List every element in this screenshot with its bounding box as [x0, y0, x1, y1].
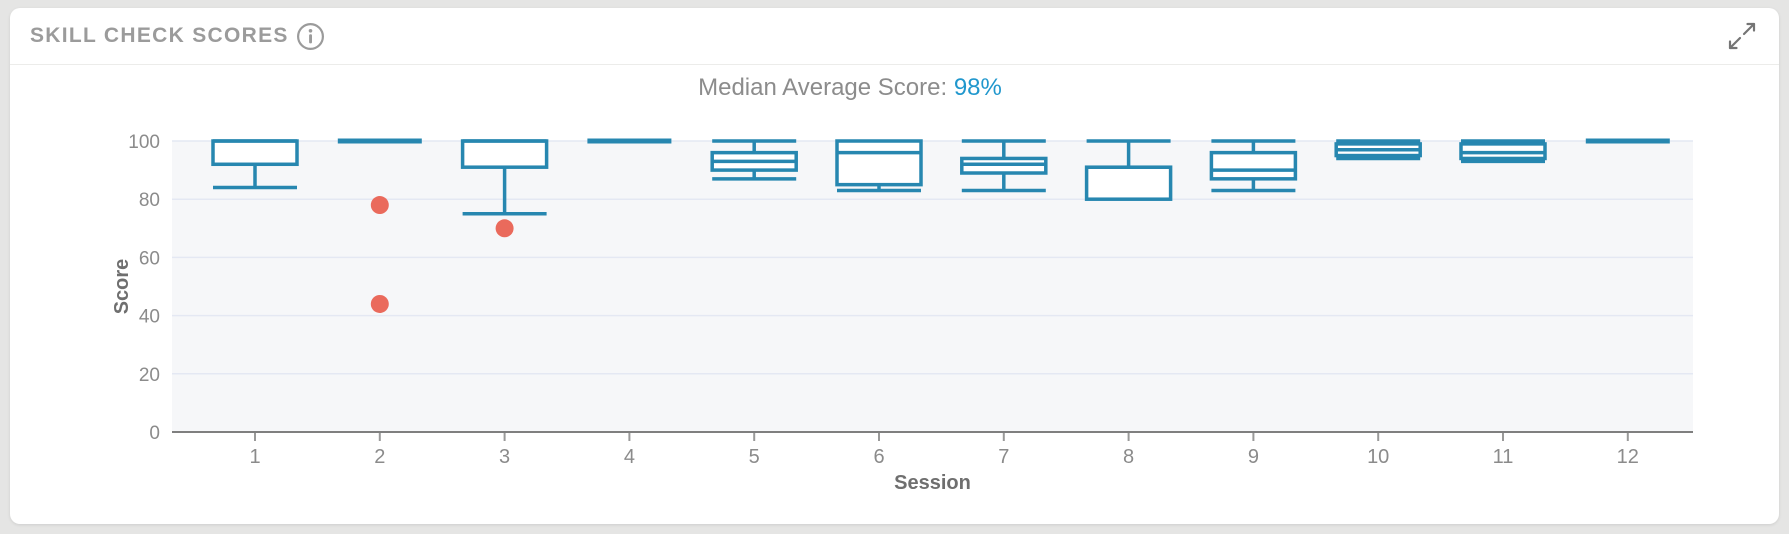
- card-header: SKILL CHECK SCORES: [10, 8, 1779, 65]
- box-plot-session-3[interactable]: [460, 139, 549, 216]
- box-plot-session-9[interactable]: [1209, 139, 1298, 193]
- box-rect: [835, 139, 923, 187]
- x-axis-title: Session: [894, 472, 971, 494]
- box-plot-session-6[interactable]: [835, 139, 923, 193]
- chart-subtitle: Median Average Score: 98%: [10, 74, 1690, 102]
- y-tick-label-100: 100: [128, 132, 160, 153]
- skill-check-scores-card: SKILL CHECK SCORES Median Average Score:…: [10, 8, 1779, 524]
- expand-icon[interactable]: [1727, 21, 1757, 51]
- card-title: SKILL CHECK SCORES: [30, 24, 289, 47]
- box-rect: [211, 139, 299, 167]
- y-tick-label-20: 20: [139, 365, 160, 386]
- x-tick-label-3: 3: [499, 446, 510, 468]
- x-tick-label-5: 5: [749, 446, 760, 468]
- x-tick-label-4: 4: [624, 446, 635, 468]
- box-rect: [1084, 165, 1173, 201]
- box-plot-session-5[interactable]: [710, 139, 798, 181]
- y-tick-label-40: 40: [139, 307, 160, 328]
- box-plot-session-7[interactable]: [960, 139, 1048, 193]
- box-rect: [460, 139, 549, 169]
- x-tick-label-12: 12: [1617, 446, 1639, 468]
- x-tick-label-7: 7: [998, 446, 1009, 468]
- x-tick-label-11: 11: [1493, 446, 1514, 468]
- outlier-point-session-2[interactable]: [370, 294, 389, 313]
- y-tick-label-80: 80: [139, 190, 160, 211]
- subtitle-label: Median Average Score:: [698, 74, 948, 101]
- x-tick-label-10: 10: [1367, 446, 1389, 468]
- y-tick-label-60: 60: [139, 248, 160, 269]
- x-tick-label-6: 6: [873, 446, 884, 468]
- x-tick-label-9: 9: [1248, 446, 1259, 468]
- box-plot-session-1[interactable]: [211, 139, 299, 190]
- box-plot-session-8[interactable]: [1084, 139, 1173, 201]
- subtitle-value: 98%: [953, 74, 1002, 101]
- outlier-point-session-3[interactable]: [495, 219, 514, 238]
- info-icon[interactable]: [296, 22, 325, 51]
- box-plot-session-11[interactable]: [1459, 139, 1547, 164]
- plot-background: [172, 141, 1693, 432]
- x-tick-label-2: 2: [374, 446, 385, 468]
- outlier-point-session-2[interactable]: [370, 196, 389, 215]
- x-tick-label-8: 8: [1123, 446, 1134, 468]
- box-plot-session-10[interactable]: [1334, 139, 1422, 161]
- x-tick-label-1: 1: [249, 446, 260, 468]
- box-rect: [1209, 150, 1298, 181]
- y-tick-label-0: 0: [149, 423, 160, 444]
- y-axis-title: Score: [111, 259, 133, 315]
